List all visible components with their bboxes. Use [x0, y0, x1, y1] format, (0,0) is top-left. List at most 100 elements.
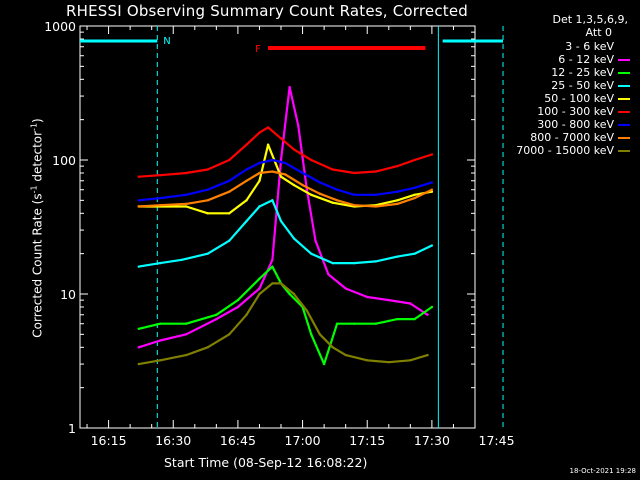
series-point-2	[353, 322, 356, 325]
series-point-1	[137, 346, 140, 349]
series-point-5	[292, 148, 296, 151]
series-point-8	[159, 359, 162, 362]
series-point-2	[309, 333, 313, 336]
series-point-1	[271, 258, 274, 261]
series-point-3	[271, 199, 274, 202]
series-point-1	[215, 317, 218, 321]
series-point-3	[374, 260, 378, 263]
series-point-5	[413, 158, 416, 162]
series-point-8	[366, 359, 369, 362]
series-point-3	[353, 261, 356, 265]
legend-item: 7000 - 15000 keV	[516, 144, 630, 157]
series-point-4	[331, 201, 334, 204]
series-point-1	[305, 188, 309, 191]
series-point-0	[159, 317, 162, 321]
series-point-1	[279, 158, 283, 162]
legend-swatch	[618, 123, 630, 126]
series-point-6	[374, 193, 378, 196]
series-point-0	[387, 252, 390, 255]
series-point-5	[353, 171, 356, 175]
legend-swatch	[618, 58, 630, 61]
series-point-2	[430, 305, 434, 309]
series-point-2	[236, 298, 240, 302]
y-axis-label: Corrected Count Rate (s-1 detector-1)	[29, 118, 45, 338]
series-point-5	[374, 170, 378, 173]
series-point-1	[236, 305, 240, 309]
series-point-3	[430, 244, 434, 247]
series-point-3	[159, 261, 162, 265]
series-point-5	[396, 164, 399, 168]
y-tick-label: 100	[52, 153, 76, 168]
series-line-8	[138, 282, 428, 366]
series-point-0	[228, 282, 231, 285]
legend-label: 25 - 50 keV	[551, 79, 614, 92]
x-tick-label: 17:45	[479, 433, 515, 448]
y-tick-label: 1000	[44, 19, 76, 34]
legend-swatch	[618, 110, 630, 113]
series-point-2	[258, 277, 261, 280]
series-point-1	[366, 295, 369, 299]
series-line-1	[138, 86, 429, 349]
x-tick-label: 17:15	[349, 433, 385, 448]
series-point-3	[331, 261, 334, 265]
series-point-7	[335, 199, 339, 202]
series-point-7	[301, 183, 304, 187]
legend-label: 3 - 6 keV	[565, 40, 614, 53]
series-point-2	[374, 322, 378, 325]
legend-label: 100 - 300 keV	[537, 105, 614, 118]
series-point-8	[279, 282, 283, 285]
series-line-7	[138, 170, 433, 208]
legend-item: 100 - 300 keV	[537, 105, 630, 118]
legend-swatch	[618, 97, 630, 100]
series-point-0	[409, 258, 412, 261]
legend-header-attenuator: Att 0	[585, 26, 612, 39]
series-point-1	[288, 85, 291, 89]
series-point-7	[184, 202, 188, 206]
legend-swatch	[617, 44, 631, 49]
series-point-6	[258, 161, 261, 165]
series-point-8	[344, 353, 347, 357]
series-point-5	[331, 168, 334, 171]
series-point-0	[344, 228, 347, 232]
series-point-1	[426, 313, 429, 316]
series-point-8	[409, 359, 412, 362]
series-point-7	[137, 205, 140, 208]
series-point-6	[245, 168, 248, 171]
series-point-4	[309, 193, 313, 196]
series-point-6	[228, 179, 231, 182]
legend-label: 12 - 25 keV	[551, 66, 614, 79]
night-bar-label: N	[163, 36, 170, 47]
series-point-8	[228, 333, 231, 336]
series-point-5	[206, 168, 209, 171]
x-axis-label: Start Time (08-Sep-12 16:08:22)	[164, 455, 368, 470]
series-point-0	[322, 212, 326, 215]
series-point-4	[206, 212, 209, 215]
series-point-3	[228, 239, 231, 242]
series-point-2	[184, 322, 188, 325]
series-point-6	[413, 186, 416, 190]
legend-label: 50 - 100 keV	[544, 92, 614, 105]
series-point-6	[284, 161, 287, 165]
chart-title: RHESSI Observing Summary Count Rates, Co…	[66, 2, 469, 20]
series-point-6	[430, 181, 434, 184]
series-point-2	[335, 322, 339, 325]
plot-frame	[79, 25, 476, 429]
series-point-7	[430, 188, 434, 191]
legend-swatch	[618, 136, 630, 139]
series-point-4	[258, 179, 261, 182]
series-point-8	[305, 309, 309, 312]
flare-bar-label: F	[255, 44, 261, 55]
y-tick-label: 1	[68, 421, 76, 436]
series-point-6	[159, 196, 162, 200]
legend-label: 800 - 7000 keV	[530, 131, 614, 144]
series-point-8	[184, 353, 188, 357]
series-point-3	[292, 237, 296, 240]
series-line-2	[138, 265, 433, 366]
series-point-8	[245, 313, 248, 316]
series-point-5	[258, 131, 261, 134]
series-point-0	[249, 269, 253, 272]
series-point-7	[228, 190, 231, 193]
series-point-7	[374, 205, 378, 208]
series-point-5	[266, 126, 270, 129]
